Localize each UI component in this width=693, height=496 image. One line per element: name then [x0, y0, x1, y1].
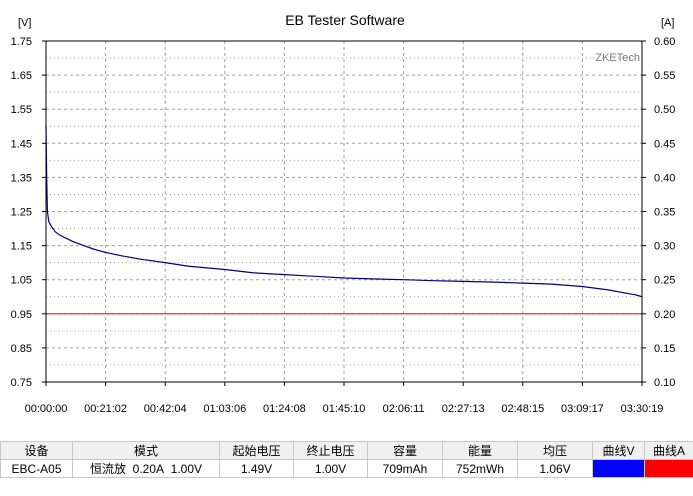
header-mode: 模式	[72, 441, 220, 460]
mode-name: 恒流放	[89, 462, 126, 476]
y-right-tick-label: 0.20	[654, 309, 675, 321]
mode-current: 0.20A	[132, 462, 164, 476]
cell-energy: 752mWh	[442, 459, 518, 478]
y-left-tick-label: 1.35	[11, 172, 32, 184]
x-tick-label: 02:06:11	[383, 403, 425, 415]
x-tick-label: 03:09:17	[561, 403, 604, 415]
y-right-tick-label: 0.60	[654, 36, 675, 48]
curve-a-color-swatch[interactable]	[645, 460, 693, 477]
chart-title: EB Tester Software	[285, 12, 405, 28]
header-avg-voltage: 均压	[517, 441, 593, 460]
header-curve-a: 曲线A	[644, 441, 693, 460]
y-right-tick-label: 0.15	[654, 343, 675, 355]
y-right-axis: 0.10 0.15 0.20 0.25 0.30 0.35 0.40 0.45 0.50 0.55…	[642, 36, 675, 389]
y-right-tick-label: 0.35	[654, 207, 675, 219]
summary-table: 设备 模式 起始电压 终止电压 容量 能量 均压 曲线V 曲线A EBC-A05…	[0, 441, 693, 478]
y-left-tick-label: 1.55	[11, 104, 32, 116]
x-tick-label: 01:03:06	[203, 403, 246, 415]
cell-device: EBC-A05	[0, 459, 73, 478]
cell-capacity: 709mAh	[367, 459, 443, 478]
table-row: EBC-A05 恒流放 0.20A 1.00V 1.49V 1.00V 709m…	[0, 459, 693, 478]
y-left-tick-label: 1.05	[11, 275, 32, 287]
header-energy: 能量	[442, 441, 518, 460]
header-curve-v: 曲线V	[592, 441, 645, 460]
y-left-tick-label: 0.75	[11, 377, 32, 389]
y-left-tick-label: 1.15	[11, 241, 32, 253]
y-right-tick-label: 0.40	[654, 172, 675, 184]
header-device: 设备	[0, 441, 73, 460]
x-tick-label: 00:42:04	[144, 403, 187, 415]
x-tick-label: 02:48:15	[501, 403, 544, 415]
y-left-axis: 0.75 0.85 0.95 1.05 1.15 1.25 1.35 1.45 1.55 1.65…	[11, 36, 46, 389]
cell-mode: 恒流放 0.20A 1.00V	[72, 459, 220, 478]
y-left-tick-label: 1.75	[11, 36, 32, 48]
x-tick-label: 00:21:02	[84, 403, 127, 415]
chart: EB Tester Software [V] [A] ZKETech 0.750…	[11, 12, 676, 415]
table-header-row: 设备 模式 起始电压 终止电压 容量 能量 均压 曲线V 曲线A	[0, 441, 693, 460]
mode-voltage: 1.00V	[170, 462, 203, 476]
y-left-tick-label: 1.45	[11, 138, 32, 150]
y-right-tick-label: 0.30	[654, 241, 675, 253]
watermark: ZKETech	[595, 52, 640, 64]
y-right-tick-label: 0.55	[654, 70, 675, 82]
y-left-tick-label: 1.25	[11, 207, 32, 219]
cell-curve-v-swatch[interactable]	[592, 459, 645, 478]
series-line-voltage	[45, 126, 643, 298]
x-tick-label: 02:27:13	[442, 403, 485, 415]
header-end-voltage: 终止电压	[293, 441, 368, 460]
y-right-tick-label: 0.10	[654, 377, 675, 389]
y-left-tick-label: 0.95	[11, 309, 32, 321]
x-axis: 00:00:00 00:21:02 00:42:04 01:03:06 01:24:08…	[25, 382, 664, 415]
grid	[46, 41, 642, 382]
y-left-tick-label: 0.85	[11, 343, 32, 355]
y-left-unit: [V]	[18, 17, 31, 29]
cell-start-voltage: 1.49V	[219, 459, 294, 478]
y-right-tick-label: 0.50	[654, 104, 675, 116]
x-tick-label: 01:24:08	[263, 403, 306, 415]
y-right-tick-label: 0.25	[654, 275, 675, 287]
x-tick-label: 00:00:00	[25, 403, 68, 415]
cell-end-voltage: 1.00V	[293, 459, 368, 478]
y-left-tick-label: 1.65	[11, 70, 32, 82]
x-tick-label: 03:30:19	[621, 403, 664, 415]
header-capacity: 容量	[367, 441, 443, 460]
cell-avg-voltage: 1.06V	[517, 459, 593, 478]
cell-curve-a-swatch[interactable]	[644, 459, 693, 478]
curve-v-color-swatch[interactable]	[593, 460, 644, 477]
y-right-tick-label: 0.45	[654, 138, 675, 150]
series-group	[45, 126, 643, 315]
header-start-voltage: 起始电压	[219, 441, 294, 460]
y-right-unit: [A]	[661, 17, 674, 29]
x-tick-label: 01:45:10	[323, 403, 366, 415]
